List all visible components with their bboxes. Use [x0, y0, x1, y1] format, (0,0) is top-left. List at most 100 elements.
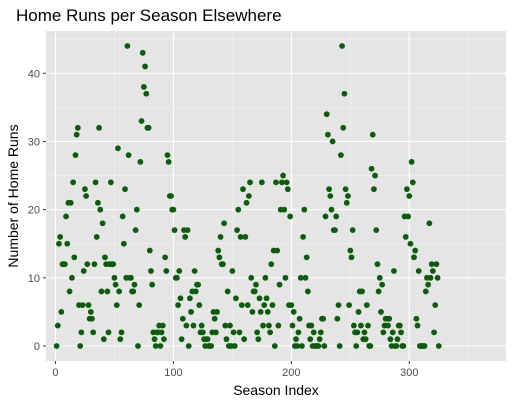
data-point	[326, 186, 332, 193]
data-point	[263, 295, 270, 302]
data-point	[241, 336, 248, 343]
data-point	[402, 234, 409, 240]
data-point	[204, 336, 211, 343]
data-point	[119, 213, 126, 220]
data-point	[182, 234, 189, 240]
data-point	[287, 213, 294, 220]
data-point	[295, 329, 302, 336]
data-point	[340, 124, 347, 131]
data-point	[303, 254, 310, 261]
data-point	[110, 261, 117, 268]
data-point	[221, 220, 228, 227]
data-point	[216, 254, 223, 261]
data-point	[374, 261, 381, 268]
data-point	[224, 288, 231, 295]
data-point	[195, 281, 202, 288]
data-point	[321, 343, 328, 349]
data-point	[267, 329, 273, 336]
data-point	[217, 234, 224, 240]
data-point	[268, 261, 275, 268]
y-axis-ticks: 0 10 20 30 40	[28, 68, 46, 353]
data-point	[329, 138, 336, 145]
data-point	[175, 302, 182, 308]
data-point	[363, 302, 370, 308]
data-point	[264, 309, 271, 315]
data-point	[407, 240, 414, 247]
data-point	[258, 179, 265, 186]
data-point	[138, 118, 145, 124]
data-point	[346, 302, 353, 308]
data-point	[111, 274, 118, 281]
data-point	[82, 186, 88, 193]
data-point	[280, 172, 286, 179]
data-point	[328, 206, 335, 213]
data-point	[373, 227, 380, 233]
data-point	[100, 336, 107, 343]
data-point	[157, 343, 164, 349]
data-point	[260, 322, 266, 329]
data-point	[404, 186, 410, 193]
data-points	[53, 43, 442, 349]
data-point	[349, 227, 356, 233]
x-tick-label: 100	[164, 367, 182, 379]
data-point	[83, 193, 89, 199]
data-point	[143, 90, 150, 97]
data-point	[176, 268, 183, 274]
data-point	[187, 295, 193, 302]
data-point	[79, 302, 86, 308]
data-point	[211, 315, 218, 322]
data-point	[64, 240, 71, 247]
data-point	[149, 281, 156, 288]
data-point	[281, 206, 288, 213]
y-tick-label: 30	[28, 136, 40, 148]
data-point	[293, 336, 299, 343]
data-point	[425, 281, 432, 288]
data-point	[310, 329, 317, 336]
data-point	[234, 227, 240, 233]
data-point	[56, 240, 62, 247]
data-point	[266, 322, 272, 329]
data-point	[434, 274, 441, 281]
data-point	[191, 268, 198, 274]
data-point	[279, 179, 285, 186]
data-point	[72, 152, 79, 158]
data-point	[320, 315, 327, 322]
data-point	[322, 213, 329, 220]
data-point	[242, 234, 249, 240]
data-point	[254, 329, 261, 336]
data-point	[275, 322, 282, 329]
data-point	[414, 322, 421, 329]
data-point	[132, 227, 139, 233]
data-point	[337, 152, 344, 158]
data-point	[301, 206, 308, 213]
data-point	[183, 322, 190, 329]
data-point	[398, 329, 404, 336]
data-point	[334, 315, 341, 322]
data-point	[269, 302, 276, 308]
data-point	[243, 199, 250, 206]
data-point	[96, 124, 102, 131]
data-point	[339, 43, 345, 49]
data-point	[70, 179, 77, 186]
data-point	[335, 302, 342, 308]
data-point	[391, 268, 397, 274]
data-point	[66, 288, 73, 295]
data-point	[389, 329, 396, 336]
data-point	[368, 165, 375, 172]
data-point	[257, 309, 264, 315]
data-point	[220, 261, 226, 268]
data-point	[290, 309, 297, 315]
x-tick-label: 0	[52, 367, 58, 379]
data-point	[283, 179, 290, 186]
data-point	[271, 343, 278, 349]
data-point	[87, 309, 94, 315]
data-point	[245, 193, 252, 199]
data-point	[196, 302, 203, 308]
data-point	[333, 213, 340, 220]
data-point	[415, 268, 422, 274]
data-point	[102, 254, 108, 261]
data-point	[406, 193, 413, 199]
chart-title: Home Runs per Season Elsewhere	[16, 6, 282, 25]
data-point	[413, 315, 420, 322]
